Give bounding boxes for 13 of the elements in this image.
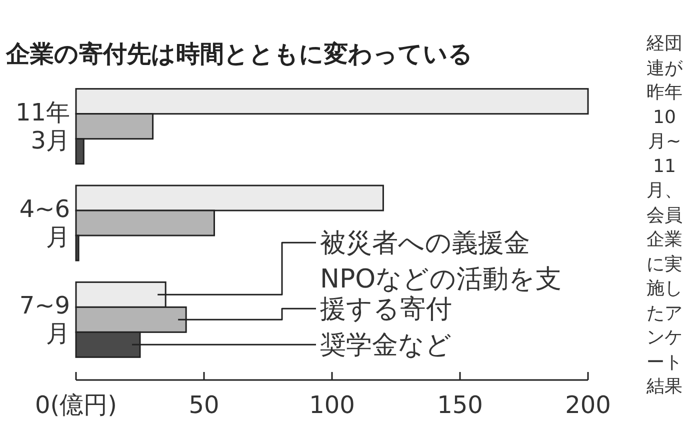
y-tick-label: 7~9 月 <box>19 292 70 348</box>
x-tick-label: 200 <box>565 391 611 419</box>
text: 経団連が昨年10月~11月、会員企業に実施したアンケート結果 <box>646 33 682 397</box>
series-label: 被災者への義援金 <box>320 228 530 259</box>
y-tick-label: 11年 3月 <box>15 98 70 154</box>
chart-title: 企業の寄付先は時間とともに変わっている <box>5 40 473 68</box>
text: NPOなどの活動を支援する寄付 <box>320 264 562 325</box>
x-tick-label: 150 <box>437 391 483 419</box>
text: 奨学金など <box>320 330 452 361</box>
x-tick-label: 100 <box>309 391 355 419</box>
y-tick-label: 4~6 月 <box>19 195 70 251</box>
x-tick-label: 50 <box>188 391 220 419</box>
x-tick-label: 0(億円) <box>35 391 117 419</box>
